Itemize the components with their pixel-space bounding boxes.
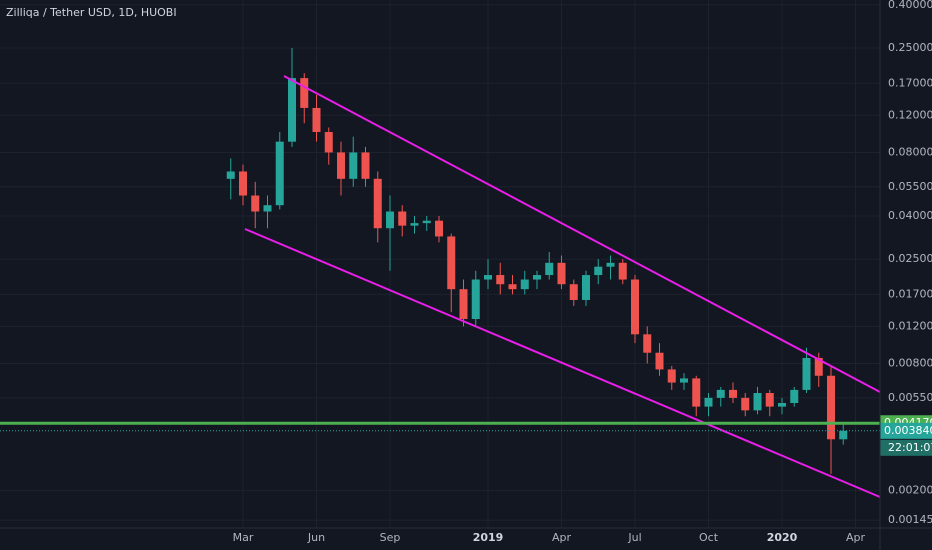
candle-body (435, 220, 443, 237)
candle-body (692, 378, 701, 407)
candle-body (263, 205, 272, 212)
candle-body (226, 171, 235, 179)
x-tick-label: Mar (233, 531, 254, 544)
candle-body (631, 279, 639, 335)
last-price-bg (880, 422, 932, 439)
candle-body (300, 78, 309, 108)
candles (226, 47, 848, 474)
candle-body (594, 266, 603, 276)
candle-body (790, 389, 799, 404)
candle-body (496, 275, 505, 285)
candle-body (373, 178, 382, 229)
x-tick-label: Apr (846, 531, 866, 544)
candle-body (667, 369, 676, 383)
candle-body (557, 262, 566, 285)
candle-body (618, 262, 627, 280)
candle-body (422, 220, 431, 224)
candle-body (484, 275, 492, 280)
candle-body (508, 284, 517, 290)
x-tick-label: Oct (699, 531, 719, 544)
candle-body (839, 430, 848, 440)
candle-body (471, 279, 480, 320)
candle-body (704, 397, 713, 407)
last-price-label: 0.003840 (884, 424, 932, 437)
candle-body (753, 393, 762, 411)
x-tick-label: Sep (380, 531, 401, 544)
candle-body (288, 78, 296, 142)
x-tick-label: 2020 (767, 531, 798, 544)
candle-body (545, 262, 554, 276)
candle-body (582, 275, 590, 300)
candle-body (324, 131, 333, 153)
candle-body (729, 389, 737, 398)
candle-body (386, 211, 394, 229)
x-tick-label: Jun (307, 531, 325, 544)
x-tick-label: 2019 (473, 531, 504, 544)
candle-body (447, 236, 456, 290)
candle-body (410, 223, 419, 226)
candle-body (643, 334, 652, 353)
x-tick-label: Jul (627, 531, 641, 544)
candle-body (398, 211, 407, 226)
candle-body (361, 152, 370, 179)
candle-body (827, 375, 835, 440)
candle-body (349, 152, 358, 179)
candle-body (606, 262, 615, 267)
candle-body (520, 279, 529, 290)
candle-body (802, 357, 811, 390)
trend-line-lower (244, 228, 881, 498)
countdown-bg (880, 439, 932, 456)
y-tick-label: 0.001450 (888, 513, 932, 526)
candle-body (312, 107, 321, 132)
candle-body (741, 397, 750, 411)
candle-body (814, 357, 823, 376)
candle-body (337, 152, 345, 179)
candle-body (275, 141, 284, 206)
candle-body (765, 393, 774, 407)
countdown-label: 22:01:07 (888, 441, 932, 454)
candle-body (251, 195, 260, 212)
candle-body (569, 284, 578, 300)
candle-body (716, 389, 725, 398)
candle-body (533, 275, 541, 280)
x-tick-label: Apr (552, 531, 572, 544)
chart-title: Zilliqa / Tether USD, 1D, HUOBI (6, 6, 177, 19)
candle-body (239, 171, 247, 196)
candle-body (655, 352, 664, 370)
candle-body (680, 378, 688, 383)
trend-line-upper (283, 75, 881, 393)
candle-body (459, 289, 468, 320)
candle-body (778, 403, 786, 407)
